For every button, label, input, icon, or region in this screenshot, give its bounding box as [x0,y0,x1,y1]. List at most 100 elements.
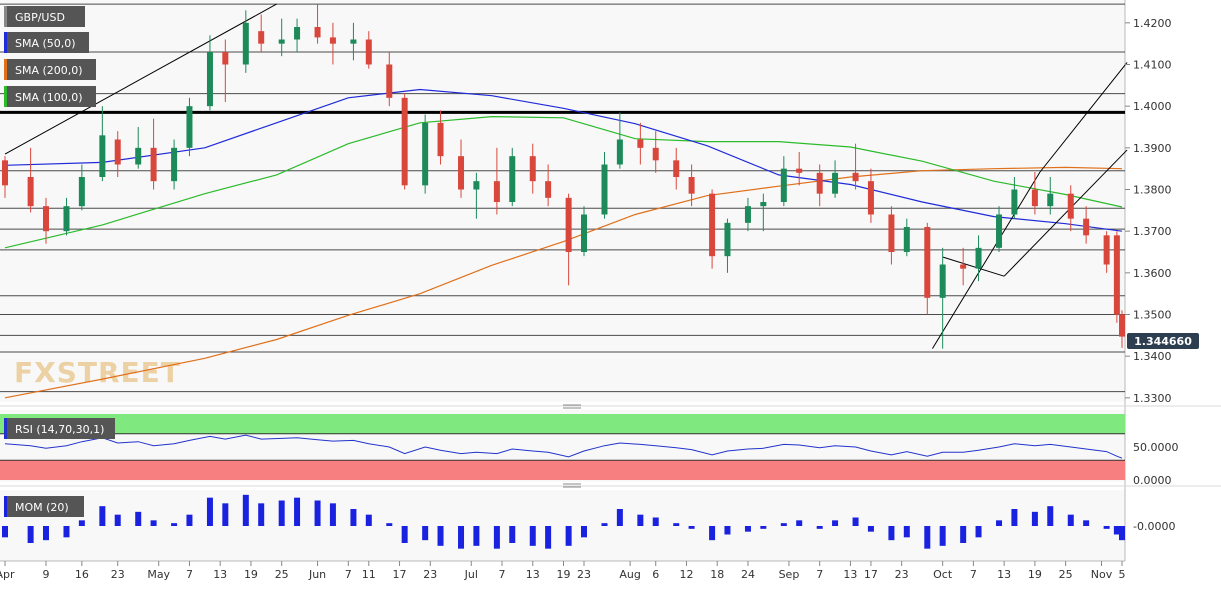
candle-18 [329,22,336,65]
x-tick-label: 18 [710,568,724,581]
candle-body [796,168,803,173]
candle-17 [314,4,321,44]
legend-sma-50-marker [4,32,7,53]
legend-sma-100-marker [4,86,7,107]
candle-26 [473,172,480,219]
candle-body [1119,314,1125,337]
candle-14 [258,14,265,52]
momentum-bar-37 [673,523,680,526]
momentum-bar-16 [294,497,301,526]
momentum-bar-28 [509,526,516,543]
candle-23 [422,114,429,194]
momentum-bar-0 [2,526,8,538]
candle-body [565,197,572,252]
legend-momentum-marker [4,496,7,517]
candle-body [27,177,34,207]
trendline-4 [1003,149,1128,277]
legend-rsi-marker [4,418,7,439]
candle-body [493,181,500,202]
candle-body [780,168,787,202]
candle-body [114,139,121,165]
legend-symbol-label: GBP/USD [15,11,65,24]
candle-12 [222,39,229,102]
legend-rsi[interactable]: RSI (14,70,30,1) [4,418,115,439]
last-price-label: 1.344660 [1134,335,1192,348]
legend-momentum[interactable]: MOM (20) [4,496,84,517]
legend-sma-200[interactable]: SMA (200,0) [4,59,96,80]
candle-body [529,156,536,182]
legend-sma-100-background [4,86,96,107]
momentum-bar-42 [760,526,767,529]
candle-body [206,52,213,107]
legend-sma-50[interactable]: SMA (50,0) [4,32,89,53]
candle-body [1031,189,1038,207]
candle-body [888,214,895,252]
momentum-bar-50 [903,526,910,538]
candle-body [242,22,249,65]
candle-body [365,39,372,65]
candle-4 [78,164,85,211]
momentum-bar-26 [473,526,480,546]
momentum-bar-45 [816,526,823,529]
x-tick-label: 13 [843,568,857,581]
candle-body [1113,235,1120,315]
momentum-bar-44 [796,520,803,526]
panel-resize-handle-2[interactable] [563,483,581,488]
candle-body [401,97,408,186]
candle-25 [458,139,465,198]
candle-28 [509,147,516,207]
candle-19 [350,22,357,61]
candle-55 [996,206,1003,252]
momentum-bar-63 [1119,526,1125,541]
rsi-indicator: 50.0000 0.0000 [0,414,1179,487]
candle-51 [924,222,931,315]
candle-63 [1119,310,1125,348]
candle-38 [688,164,695,207]
rsi-tick-label: 50.0000 [1133,441,1179,454]
candle-7 [135,127,142,169]
candle-body [386,64,393,98]
candle-body [1083,218,1090,236]
candle-body [437,122,444,157]
candle-59 [1067,185,1074,232]
momentum-bar-18 [329,503,336,526]
last-price-tag-background [1127,333,1199,349]
momentum-bar-23 [422,526,429,541]
legend-sma-100[interactable]: SMA (100,0) [4,86,96,107]
candle-45 [816,164,823,207]
momentum-bar-53 [960,526,967,543]
x-tick-label: Oct [933,568,953,581]
candle-body [545,181,552,198]
legend-symbol[interactable]: GBP/USD [4,6,85,27]
price-tick-label: 1.3300 [1133,392,1172,405]
candle-body [63,206,70,232]
momentum-indicator: -0.0000 [2,494,1175,549]
last-price-tag: 1.344660 [1127,333,1199,349]
momentum-bar-2 [42,526,49,541]
candle-1 [27,147,34,213]
candle-24 [437,110,444,165]
x-tick-label: Apr [0,568,15,581]
rsi-oversold-zone [0,460,1125,480]
momentum-bar-52 [939,526,946,546]
legend-sma-200-label: SMA (200,0) [15,64,83,77]
panel-resize-handle-1[interactable] [563,404,581,409]
x-tick-label: 25 [275,568,289,581]
x-tick-label: 11 [362,568,376,581]
candle-6 [114,131,121,177]
candle-31 [565,193,572,286]
candle-60 [1083,206,1090,244]
candle-48 [867,168,874,223]
momentum-bar-25 [458,526,465,549]
candle-body [1011,189,1018,215]
momentum-bar-15 [278,500,285,526]
trendline-2 [1039,62,1128,173]
candle-32 [580,206,587,257]
candle-53 [960,247,967,286]
candle-body [724,222,731,257]
momentum-bar-57 [1031,511,1038,526]
momentum-bar-61 [1103,526,1110,529]
x-tick-label: Nov [1091,568,1113,581]
momentum-bar-32 [580,526,587,538]
candle-body [42,206,49,232]
